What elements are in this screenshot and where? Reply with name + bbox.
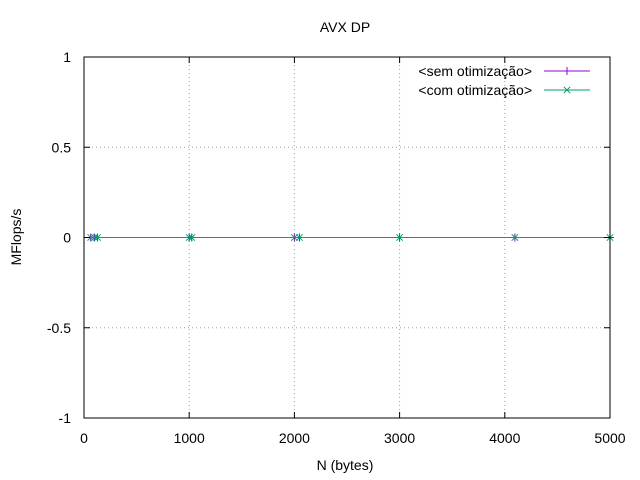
x-tick-label: 2000 xyxy=(279,430,310,446)
data-point xyxy=(188,233,196,242)
x-tick-label: 0 xyxy=(80,430,88,446)
legend-label: <sem otimização> xyxy=(418,63,532,79)
chart-title: AVX DP xyxy=(320,19,370,35)
tick-layer: 0 1000 2000 3000 4000 5000 1 0.5 0 -0.5 -1 xyxy=(47,49,626,446)
legend-swatch-marker xyxy=(563,67,571,75)
data-point xyxy=(295,233,304,242)
y-tick-label: 0.5 xyxy=(52,139,72,155)
x-tick-label: 4000 xyxy=(489,430,520,446)
legend-label: <com otimização> xyxy=(418,82,532,98)
legend-item: <sem otimização> xyxy=(418,63,590,79)
series-2 xyxy=(87,233,614,242)
y-tick-label: -0.5 xyxy=(47,320,71,336)
data-point xyxy=(290,233,298,242)
x-tick-label: 3000 xyxy=(384,430,415,446)
data-point xyxy=(185,233,193,242)
data-point xyxy=(396,233,404,242)
y-tick-label: 0 xyxy=(63,230,71,246)
data-point xyxy=(93,233,102,242)
x-tick-label: 1000 xyxy=(174,430,205,446)
legend-swatch-marker xyxy=(563,86,571,94)
x-axis-title: N (bytes) xyxy=(317,457,374,473)
legend: <sem otimização> <com otimização> xyxy=(418,63,590,98)
legend-item: <com otimização> xyxy=(418,82,590,98)
y-tick-label: -1 xyxy=(59,410,72,426)
data-point xyxy=(90,233,99,242)
y-tick-label: 1 xyxy=(63,49,71,65)
data-point xyxy=(511,233,519,242)
y-axis-title: MFlops/s xyxy=(8,209,24,266)
x-tick-label: 5000 xyxy=(594,430,625,446)
series-layer xyxy=(86,233,614,242)
